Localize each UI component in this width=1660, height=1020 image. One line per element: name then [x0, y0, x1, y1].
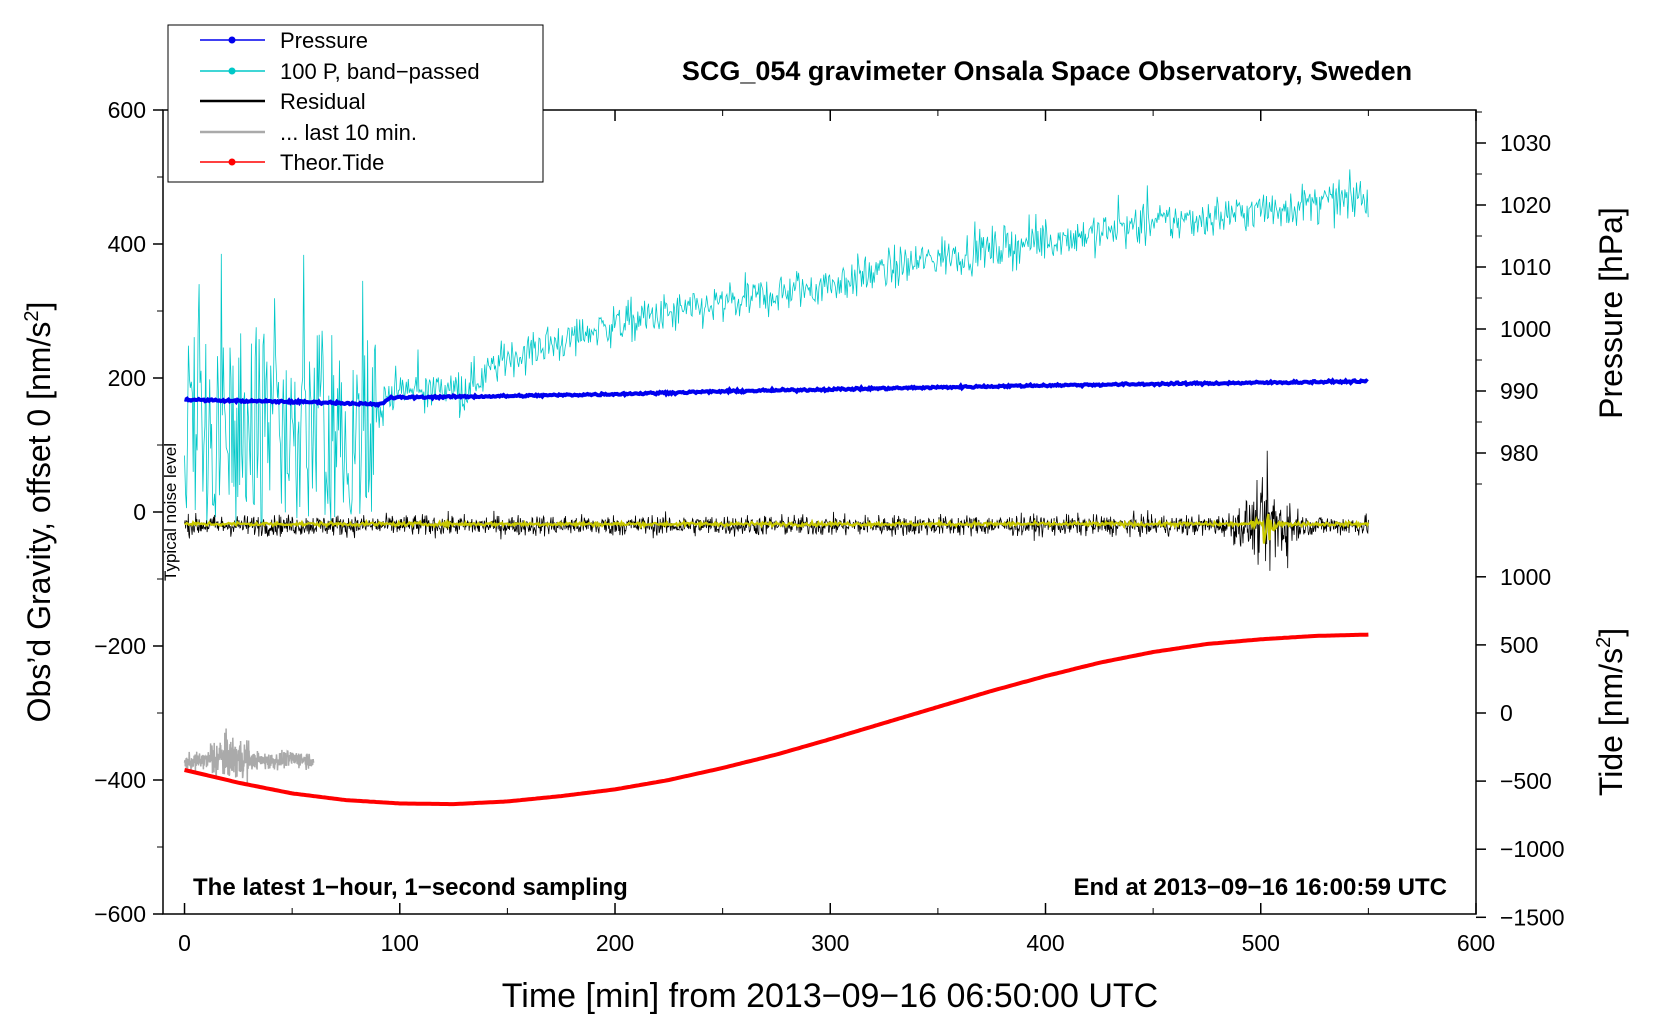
legend-label-residual: Residual	[280, 89, 366, 114]
x-tick-label: 500	[1242, 930, 1280, 956]
legend-label-tide: Theor.Tide	[280, 150, 384, 175]
residual-series	[184, 450, 1369, 571]
x-axis: 0 100 200 300 400 500 600	[178, 110, 1495, 956]
pressure-tick-label: 980	[1500, 440, 1538, 466]
y-tick-label: −400	[94, 767, 146, 793]
legend-label-band-passed: 100 P, band−passed	[280, 59, 480, 84]
tide-tick-label: −500	[1500, 768, 1552, 794]
y-tick-label: 200	[108, 365, 146, 391]
legend-box	[167, 24, 544, 183]
y-axis-left: 600 400 200 0 −200 −400 −600	[94, 97, 163, 927]
pressure-trace	[184, 377, 1369, 408]
band-passed-trace	[184, 169, 1369, 525]
pressure-series	[184, 377, 1369, 408]
tide-tick-label: −1000	[1500, 836, 1565, 862]
residual-filtered-trace	[184, 513, 1370, 544]
pressure-tick-label: 1000	[1500, 316, 1551, 342]
y-axis-pressure: 1030 1020 1010 1000 990 980	[1476, 111, 1551, 485]
legend-label-pressure: Pressure	[280, 28, 368, 53]
last-10-min-trace	[183, 728, 315, 784]
legend-marker-band-passed	[228, 67, 236, 75]
residual-trace	[184, 450, 1369, 571]
pressure-tick-label: 990	[1500, 378, 1538, 404]
tide-tick-label: 500	[1500, 632, 1538, 658]
sampling-annotation: The latest 1−hour, 1−second sampling	[193, 874, 628, 901]
tide-trace	[184, 632, 1369, 807]
y-axis-left-label: Obs’d Gravity, offset 0 [nm/s2]	[21, 302, 57, 723]
tide-tick-label: 0	[1500, 700, 1513, 726]
legend-label-last-10-min: ... last 10 min.	[280, 120, 417, 145]
x-tick-label: 0	[178, 930, 191, 956]
tide-tick-label: 1000	[1500, 564, 1551, 590]
noise-level-label: Typical noise level	[161, 443, 180, 581]
legend: Pressure 100 P, band−passed Residual ...…	[167, 24, 544, 183]
y-tick-label: 400	[108, 231, 146, 257]
y-tick-label: −200	[94, 633, 146, 659]
legend-marker-tide	[228, 158, 236, 166]
y-tick-label: 0	[133, 499, 146, 525]
band-passed-pressure-series	[184, 169, 1369, 525]
theoretical-tide-series	[184, 632, 1369, 807]
y-tick-label: −600	[94, 901, 146, 927]
residual-filtered-series	[184, 513, 1370, 544]
x-tick-label: 100	[381, 930, 419, 956]
pressure-axis-label: Pressure [hPa]	[1593, 207, 1629, 419]
x-axis-label: Time [min] from 2013−09−16 06:50:00 UTC	[502, 977, 1158, 1015]
x-tick-label: 400	[1026, 930, 1064, 956]
x-tick-label: 200	[596, 930, 634, 956]
chart-title: SCG_054 gravimeter Onsala Space Observat…	[682, 56, 1412, 86]
y-axis-tide: 1000 500 0 −500 −1000 −1500	[1476, 564, 1565, 930]
pressure-tick-label: 1020	[1500, 192, 1551, 218]
x-tick-label: 600	[1457, 930, 1495, 956]
pressure-tick-label: 1030	[1500, 130, 1551, 156]
last-10-min-series	[183, 728, 315, 784]
x-tick-label: 300	[811, 930, 849, 956]
tide-axis-label: Tide [nm/s2]	[1593, 628, 1629, 796]
pressure-tick-label: 1010	[1500, 254, 1551, 280]
end-time-annotation: End at 2013−09−16 16:00:59 UTC	[1073, 874, 1447, 901]
legend-marker-pressure	[228, 36, 236, 44]
y-tick-label: 600	[108, 97, 146, 123]
tide-tick-label: −1500	[1500, 904, 1565, 930]
